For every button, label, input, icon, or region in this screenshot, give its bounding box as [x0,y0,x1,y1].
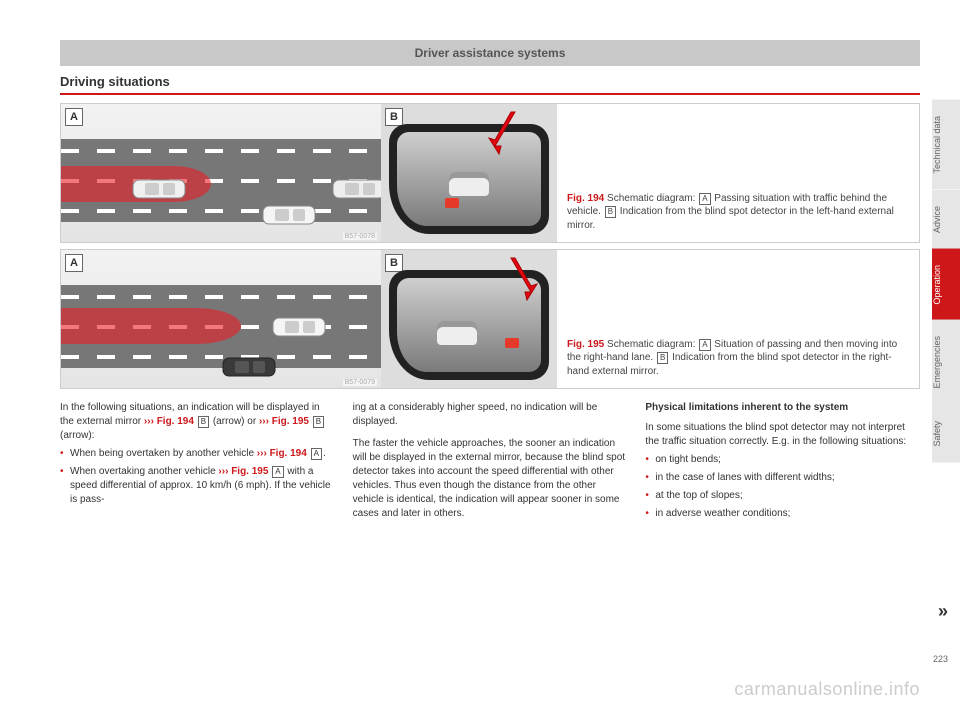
paragraph: ing at a considerably higher speed, no i… [353,401,628,429]
page-header: Driver assistance systems [60,40,920,66]
tab-advice[interactable]: Advice [932,190,960,249]
bullet-item: in the case of lanes with different widt… [645,471,920,485]
figure-194: A B57-0078 B [60,103,920,243]
caption-text: Indication from the blind spot detector … [567,206,894,231]
bullet-item: in adverse weather conditions; [645,507,920,521]
key: A [311,448,322,460]
key: A [272,466,283,478]
text: . [323,448,326,459]
key-b: B [605,206,616,218]
figures: A B57-0078 B [60,103,920,389]
section-title: Driving situations [60,74,920,89]
car-icon [131,176,187,202]
arrow-icon [487,110,521,156]
panel-label-b: B [385,254,403,272]
mirror [389,124,549,234]
warning-indicator [445,198,459,208]
panel-label-b: B [385,108,403,126]
caption-text: Schematic diagram: [607,339,698,350]
fig-link: ››› Fig. 195 [218,466,268,477]
side-tabs: Technical data Advice Operation Emergenc… [932,100,960,462]
key-b: B [657,352,668,364]
page-number: 223 [933,654,948,664]
fig194-panel-a: A B57-0078 [61,104,381,242]
fig195-caption: Fig. 195 Schematic diagram: A Situation … [557,250,919,388]
car-icon [271,314,327,340]
fig-link: ››› Fig. 195 [259,416,309,427]
fig-link: ››› Fig. 194 [144,416,194,427]
car-icon [221,354,277,380]
fig194-panel-b: B [381,104,557,242]
key-a: A [699,339,710,351]
bullet-item: When being overtaken by another vehicle … [60,447,335,461]
lane-line [61,209,381,213]
car-icon [331,176,381,202]
figure-ref: Fig. 195 [567,339,604,350]
column-2: ing at a considerably higher speed, no i… [353,401,628,525]
car-icon [261,202,317,228]
arrow-icon [505,256,539,302]
tab-emergencies[interactable]: Emergencies [932,320,960,405]
paragraph: In the following situations, an indicati… [60,401,335,443]
column-1: In the following situations, an indicati… [60,401,335,525]
text: (arrow) or [210,416,259,427]
continuation-mark: » [938,601,948,622]
fig195-panel-b: B [381,250,557,388]
bullet-item: When overtaking another vehicle ››› Fig.… [60,465,335,507]
tab-technical-data[interactable]: Technical data [932,100,960,190]
fig195-panel-a: A B57-0079 [61,250,381,388]
text: (arrow): [60,430,94,441]
key: B [198,416,209,428]
text [194,416,197,427]
tab-operation[interactable]: Operation [932,249,960,321]
figure-195: A B57-0079 B [60,249,920,389]
panel-label-a: A [65,108,83,126]
figure-ref: Fig. 194 [567,193,604,204]
text: When being overtaken by another vehicle [70,448,257,459]
figure-code: B57-0079 [343,379,377,386]
key-a: A [699,193,710,205]
section-rule [60,93,920,95]
subheading: Physical limitations inherent to the sys… [645,401,920,415]
fig-link: ››› Fig. 194 [257,448,307,459]
lane-line [61,149,381,153]
column-3: Physical limitations inherent to the sys… [645,401,920,525]
text: When overtaking another vehicle [70,466,218,477]
fig194-caption: Fig. 194 Schematic diagram: A Passing si… [557,104,919,242]
mirror-car [449,172,489,196]
warning-indicator [505,338,519,348]
body-columns: In the following situations, an indicati… [60,401,920,525]
mirror-car [437,321,477,345]
detection-zone [61,308,241,344]
figure-code: B57-0078 [343,233,377,240]
lane-line [61,295,381,299]
page: Driver assistance systems Driving situat… [60,40,920,668]
caption-text: Schematic diagram: [607,193,698,204]
bullet-item: on tight bends; [645,453,920,467]
key: B [313,416,324,428]
bullet-item: at the top of slopes; [645,489,920,503]
text [309,416,312,427]
tab-safety[interactable]: Safety [932,405,960,463]
panel-label-a: A [65,254,83,272]
paragraph: In some situations the blind spot detect… [645,421,920,449]
paragraph: The faster the vehicle approaches, the s… [353,437,628,521]
watermark: carmanualsonline.info [734,679,920,700]
